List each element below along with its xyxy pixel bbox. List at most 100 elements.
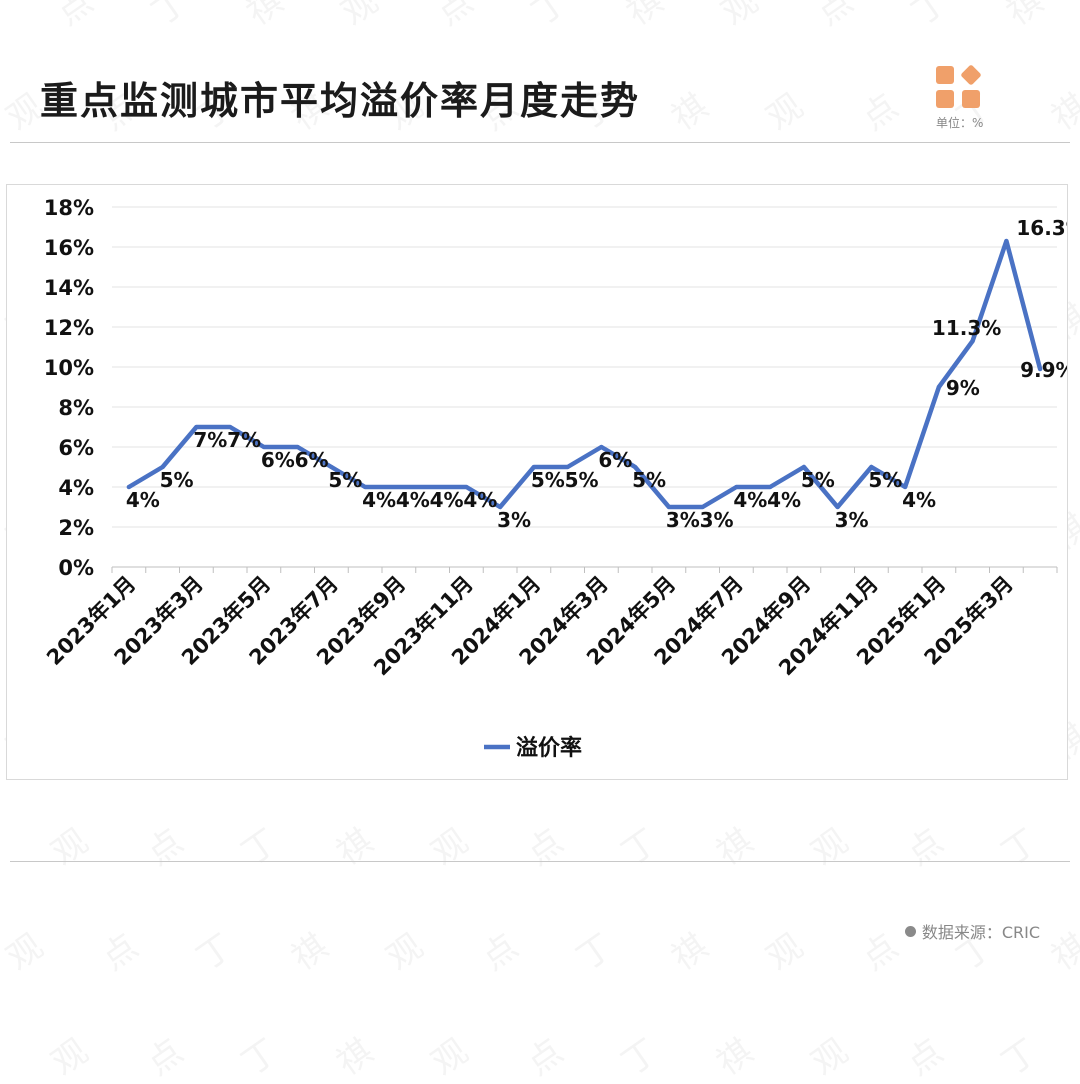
y-tick-label: 18% (44, 196, 94, 220)
data-label: 4% (733, 488, 767, 512)
data-point (666, 505, 671, 509)
data-label: 9% (946, 376, 980, 400)
data-point (633, 465, 638, 469)
legend-label: 溢价率 (516, 735, 582, 761)
data-label: 9.9% (1020, 358, 1067, 382)
data-point (531, 465, 536, 469)
data-label: 4% (396, 488, 430, 512)
watermark-glyph: 点 (810, 0, 861, 34)
watermark-glyph: 丁 (145, 0, 196, 34)
watermark-glyph: 祺 (330, 821, 381, 874)
watermark-glyph: 点 (50, 0, 101, 34)
bullet-icon (904, 925, 916, 937)
data-point (228, 425, 233, 429)
source-text: 数据来源：CRIC (921, 923, 1040, 942)
watermark-glyph: 祺 (665, 926, 716, 979)
watermark-glyph: 观 (425, 821, 476, 874)
data-label: 4% (126, 488, 160, 512)
watermark-glyph: 祺 (240, 0, 291, 34)
data-label: 6% (261, 448, 295, 472)
data-point (464, 485, 469, 489)
watermark-glyph: 丁 (235, 821, 286, 874)
data-label: 7% (227, 428, 261, 452)
data-label: 3% (700, 508, 734, 532)
watermark-glyph: 祺 (1045, 86, 1080, 139)
data-label: 5% (328, 468, 362, 492)
data-point (869, 465, 874, 469)
watermark-glyph: 观 (760, 86, 811, 139)
data-point (565, 465, 570, 469)
data-point (126, 485, 131, 489)
y-tick-label: 0% (58, 556, 94, 580)
watermark-glyph: 祺 (665, 86, 716, 139)
watermark-glyph: 丁 (615, 1031, 666, 1084)
watermark-glyph: 丁 (190, 926, 241, 979)
data-point (801, 465, 806, 469)
data-point (295, 445, 300, 449)
data-point (261, 445, 266, 449)
y-tick-label: 8% (58, 396, 94, 420)
watermark-glyph: 观 (45, 821, 96, 874)
data-label: 3% (666, 508, 700, 532)
data-point (835, 505, 840, 509)
watermark-glyph: 祺 (1045, 926, 1080, 979)
data-point (936, 385, 941, 389)
watermark-glyph: 观 (760, 926, 811, 979)
watermark-glyph: 点 (475, 926, 526, 979)
watermark-glyph: 祺 (710, 821, 761, 874)
data-label: 4% (767, 488, 801, 512)
data-label: 5% (632, 468, 666, 492)
watermark-glyph: 丁 (525, 0, 576, 34)
watermark-glyph: 观 (805, 821, 856, 874)
y-tick-label: 2% (58, 516, 94, 540)
data-point (903, 485, 908, 489)
watermark-glyph: 点 (140, 821, 191, 874)
y-tick-label: 6% (58, 436, 94, 460)
watermark-glyph: 观 (0, 926, 51, 979)
watermark-glyph: 观 (380, 926, 431, 979)
watermark-glyph: 祺 (285, 926, 336, 979)
data-point (599, 445, 604, 449)
data-point (396, 485, 401, 489)
y-tick-label: 14% (44, 276, 94, 300)
data-label: 3% (835, 508, 869, 532)
y-tick-label: 10% (44, 356, 94, 380)
watermark-glyph: 丁 (570, 926, 621, 979)
data-point (194, 425, 199, 429)
data-point (1038, 367, 1043, 371)
y-tick-label: 16% (44, 236, 94, 260)
watermark-glyph: 丁 (905, 0, 956, 34)
watermark-glyph: 点 (430, 0, 481, 34)
watermark-glyph: 点 (520, 821, 571, 874)
watermark-glyph: 祺 (710, 1031, 761, 1084)
watermark-glyph: 丁 (615, 821, 666, 874)
watermark-glyph: 祺 (1000, 0, 1051, 34)
data-label: 5% (868, 468, 902, 492)
data-label: 6% (295, 448, 329, 472)
y-tick-label: 12% (44, 316, 94, 340)
data-label: 4% (362, 488, 396, 512)
data-point (329, 465, 334, 469)
watermark-glyph: 观 (805, 1031, 856, 1084)
line-chart: 0%2%4%6%8%10%12%14%16%18%2023年1月2023年3月2… (42, 196, 1067, 761)
watermark-glyph: 观 (0, 0, 6, 34)
data-label: 6% (598, 448, 632, 472)
y-tick-label: 4% (58, 476, 94, 500)
data-point (1004, 239, 1009, 243)
top-divider (10, 142, 1070, 143)
data-label: 16.3% (1016, 216, 1067, 240)
watermark-glyph: 祺 (620, 0, 671, 34)
watermark-glyph: 观 (335, 0, 386, 34)
chart-frame: 0% 2% 4% 6% 8% 10% 12% 14% 16% 18% 2023年1月 2023年3月 2… (6, 184, 1068, 780)
watermark-glyph: 祺 (330, 1031, 381, 1084)
data-label: 4% (430, 488, 464, 512)
unit-label: 单位：% (936, 116, 984, 130)
data-label: 5% (160, 468, 194, 492)
data-point (768, 485, 773, 489)
watermark-glyph: 点 (520, 1031, 571, 1084)
data-point (430, 485, 435, 489)
watermark-glyph: 点 (855, 86, 906, 139)
source-note: 数据来源：CRIC (904, 919, 1040, 943)
watermark-glyph: 点 (900, 1031, 951, 1084)
data-point (970, 339, 975, 343)
